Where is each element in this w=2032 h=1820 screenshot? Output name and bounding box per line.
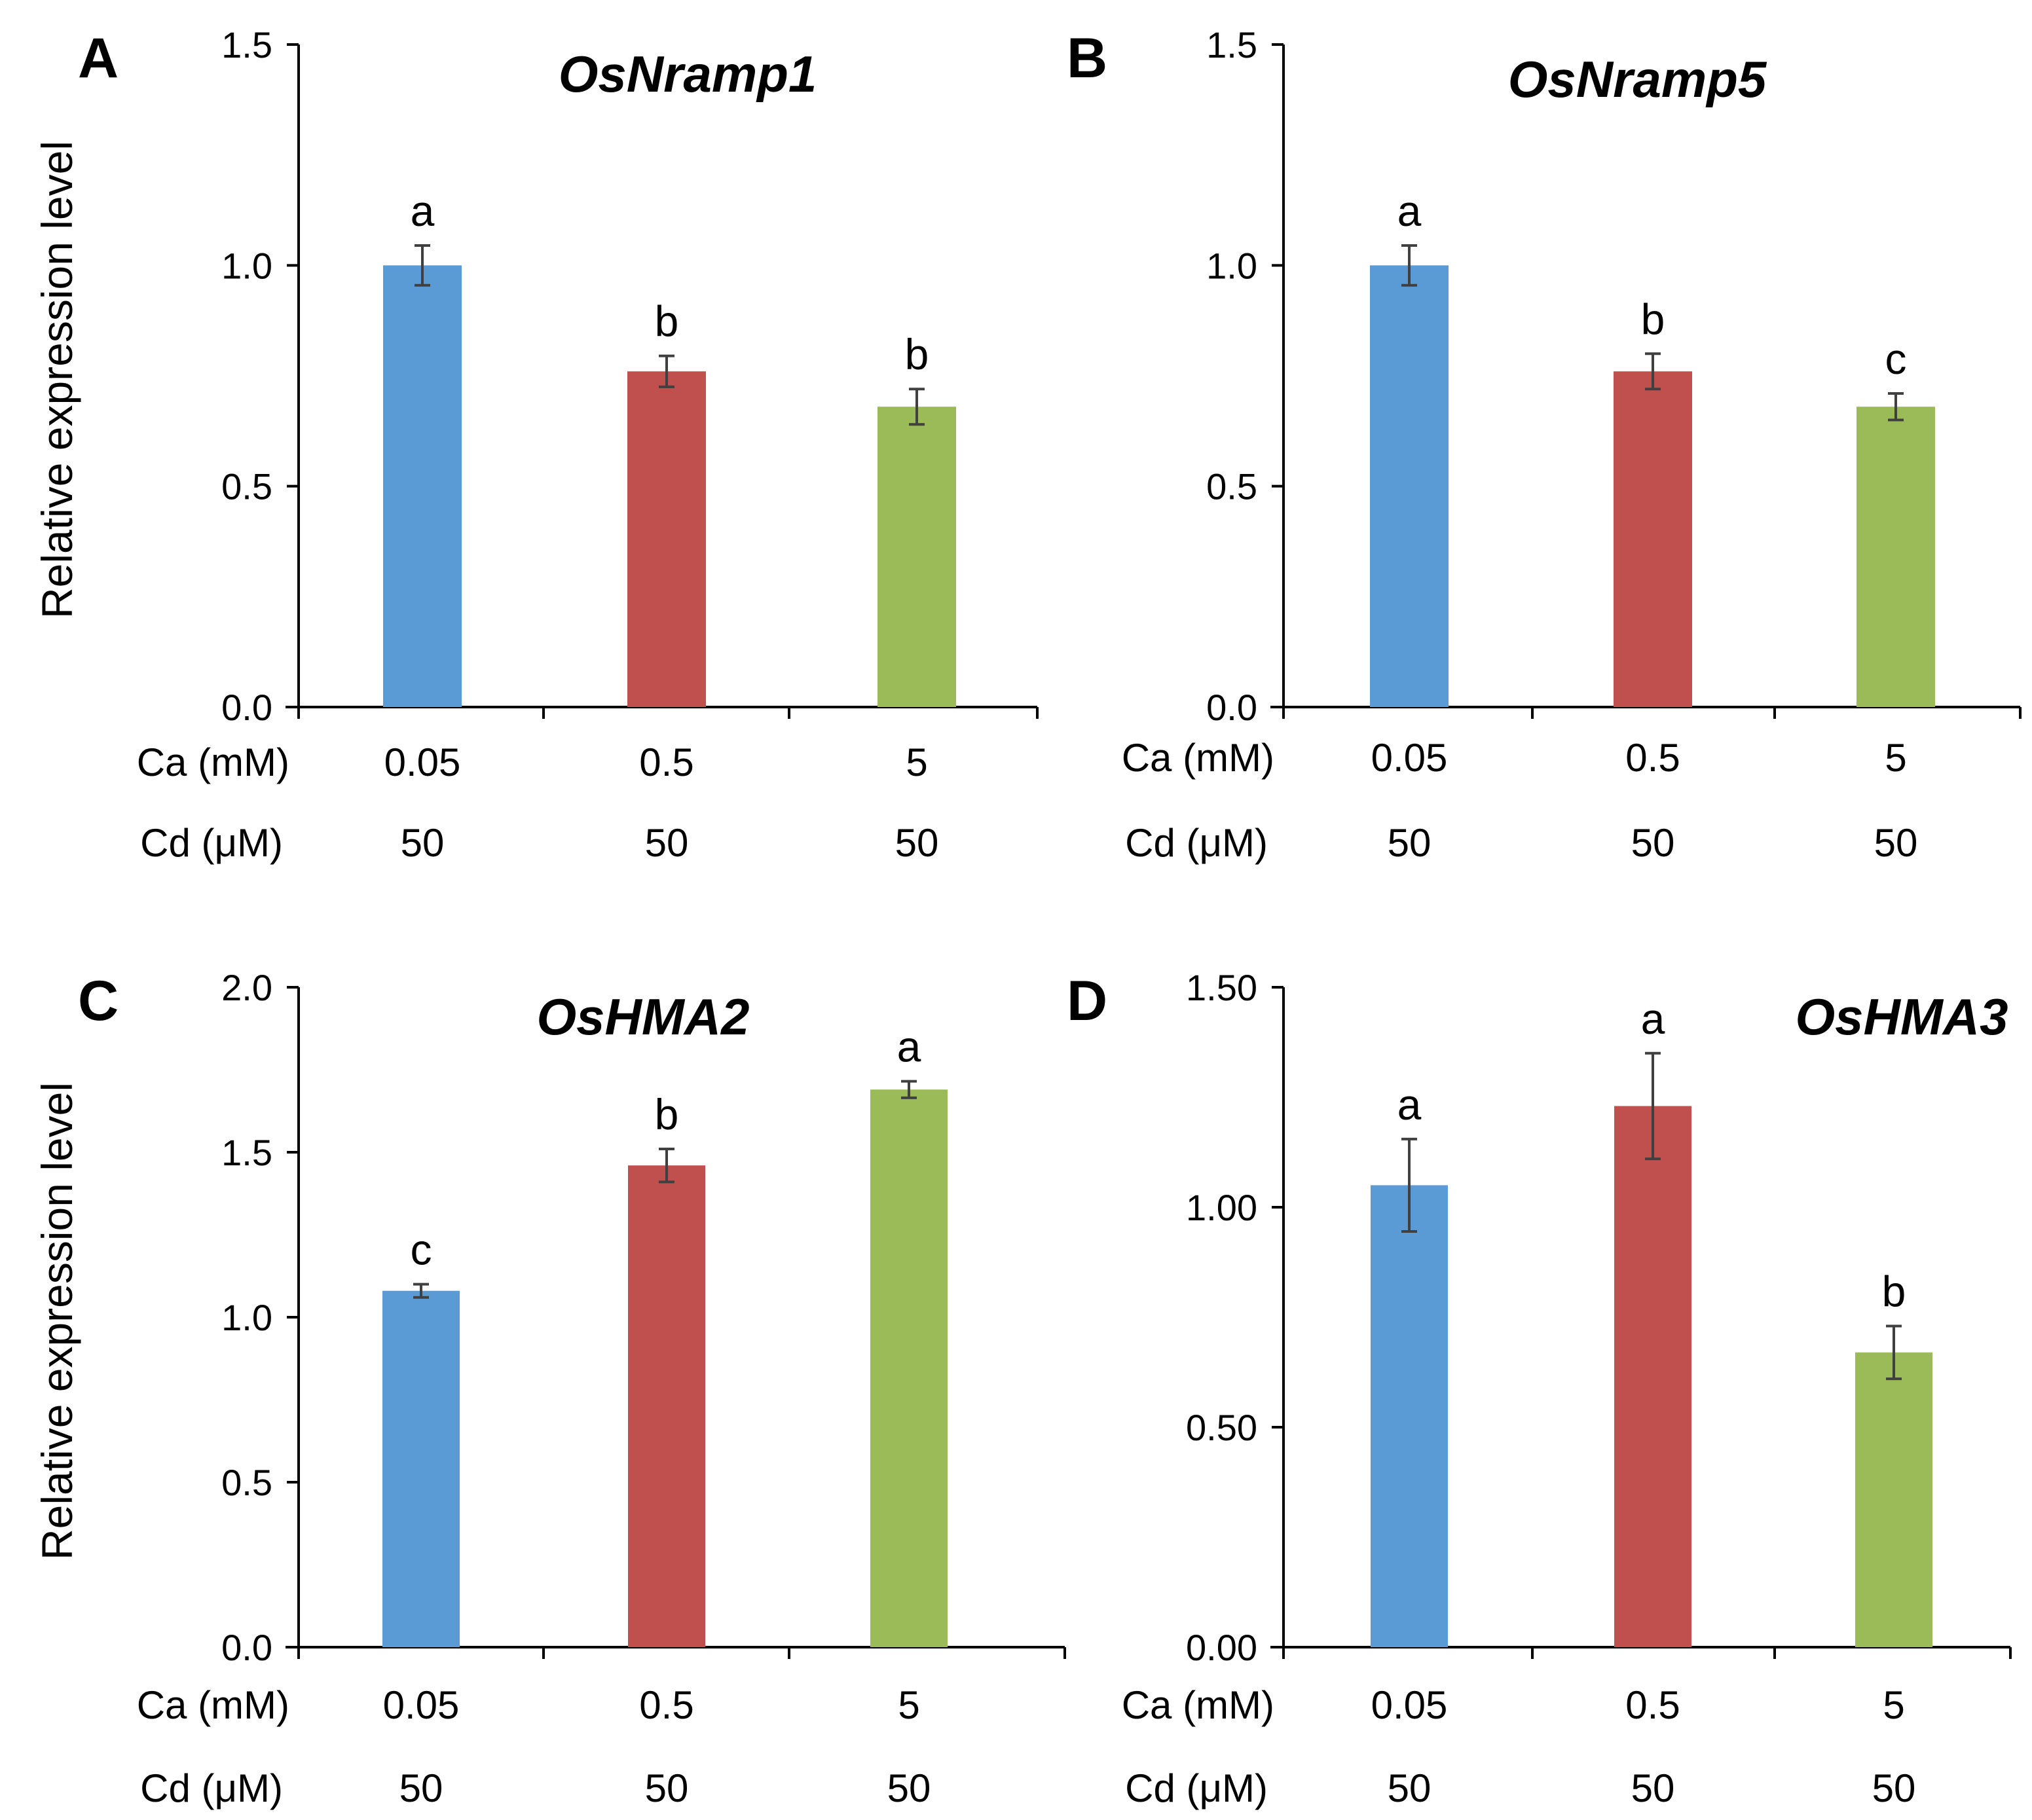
y-tick-label: 0.0 <box>221 687 272 728</box>
y-tick-label: 1.5 <box>221 24 272 65</box>
significance-letter: c <box>411 1226 432 1274</box>
ca-value: 0.5 <box>1625 736 1680 780</box>
panel-c: C OsHMA2 0.0 0.5 1.0 1.5 2.0 c b a Ca (mM) Cd (μM) 0… <box>33 967 1066 1810</box>
significance-letter: a <box>1641 994 1665 1043</box>
bar-c-2 <box>628 1165 705 1647</box>
panel-letter: D <box>1067 970 1107 1032</box>
y-tick-label: 0.50 <box>1186 1407 1257 1448</box>
ca-row-label: Ca (mM) <box>1122 1683 1274 1727</box>
y-tick-label: 0.0 <box>1206 687 1257 728</box>
ca-value: 0.05 <box>1371 736 1448 780</box>
panel-letter: B <box>1067 27 1107 90</box>
ca-value: 5 <box>898 1683 919 1727</box>
y-tick-label: 1.00 <box>1186 1187 1257 1228</box>
ca-value: 0.05 <box>384 740 461 784</box>
significance-letter: a <box>411 187 435 235</box>
ca-value: 0.5 <box>1625 1683 1680 1727</box>
cd-row-label: Cd (μM) <box>140 1766 283 1810</box>
ca-value: 0.5 <box>639 740 693 784</box>
significance-letter: c <box>1885 335 1907 383</box>
panel-letter: A <box>78 27 119 90</box>
significance-letter: b <box>1641 295 1665 343</box>
cd-value: 50 <box>1872 1766 1916 1810</box>
panel-a: A OsNramp1 0.0 0.5 1.0 1.5 a b b Ca (mM) Cd (μM) 0.… <box>33 24 1039 865</box>
y-tick-label: 0.00 <box>1186 1627 1257 1668</box>
cd-value: 50 <box>1388 821 1432 865</box>
panel-b: B OsNramp5 0.0 0.5 1.0 1.5 a b c Ca (mM) Cd (μM) 0.… <box>1067 24 2022 865</box>
significance-letter: a <box>1397 1080 1422 1129</box>
y-axis-label: Relative expression level <box>33 141 81 619</box>
cd-row-label: Cd (μM) <box>1125 1766 1268 1810</box>
bar-c-1 <box>382 1290 460 1647</box>
bar-c-3 <box>870 1089 948 1647</box>
significance-letter: b <box>905 330 929 378</box>
bar-d-3 <box>1855 1352 1932 1647</box>
y-axis-label: Relative expression level <box>33 1082 81 1560</box>
cd-value: 50 <box>399 1766 443 1810</box>
cd-value: 50 <box>1631 821 1675 865</box>
significance-letter: b <box>655 297 679 346</box>
cd-value: 50 <box>1874 821 1918 865</box>
ca-value: 0.5 <box>639 1683 693 1727</box>
y-tick-label: 0.5 <box>221 466 272 507</box>
ca-value: 0.05 <box>383 1683 460 1727</box>
cd-value: 50 <box>401 821 445 865</box>
y-tick-label: 1.0 <box>221 1297 272 1338</box>
bar-a-2 <box>627 371 706 707</box>
ca-value: 5 <box>906 740 927 784</box>
bar-a-3 <box>877 407 956 707</box>
significance-letter: b <box>655 1090 679 1138</box>
y-tick-label: 1.0 <box>1206 245 1257 286</box>
y-tick-label: 1.0 <box>221 245 272 286</box>
ca-value: 0.05 <box>1371 1683 1448 1727</box>
chart-title: OsHMA3 <box>1795 988 2008 1046</box>
chart-title: OsHMA2 <box>536 988 749 1046</box>
bar-b-3 <box>1857 407 1935 707</box>
ca-value: 5 <box>1885 736 1906 780</box>
y-tick-label: 1.5 <box>221 1132 272 1173</box>
bar-d-2 <box>1614 1106 1691 1647</box>
y-tick-label: 2.0 <box>221 967 272 1008</box>
y-tick-label: 1.50 <box>1186 967 1257 1008</box>
cd-value: 50 <box>1631 1766 1675 1810</box>
significance-letter: a <box>1397 187 1422 235</box>
bar-b-1 <box>1370 265 1449 707</box>
cd-value: 50 <box>887 1766 931 1810</box>
panel-d: D OsHMA3 0.00 0.50 1.00 1.50 a a b Ca (mM) Cd (μM)… <box>1067 967 2012 1810</box>
cd-value: 50 <box>645 1766 689 1810</box>
ca-row-label: Ca (mM) <box>137 1683 289 1727</box>
y-tick-label: 0.0 <box>221 1627 272 1668</box>
chart-title: OsNramp1 <box>559 45 817 103</box>
significance-letter: b <box>1882 1267 1906 1315</box>
panel-letter: C <box>78 970 119 1032</box>
y-tick-label: 1.5 <box>1206 24 1257 65</box>
cd-value: 50 <box>1388 1766 1432 1810</box>
chart-title: OsNramp5 <box>1508 50 1767 108</box>
cd-row-label: Cd (μM) <box>1125 821 1268 865</box>
bar-b-2 <box>1614 371 1692 707</box>
ca-value: 5 <box>1883 1683 1904 1727</box>
y-tick-label: 0.5 <box>1206 466 1257 507</box>
y-tick-label: 0.5 <box>221 1462 272 1503</box>
ca-row-label: Ca (mM) <box>137 740 289 784</box>
bar-d-1 <box>1371 1185 1448 1647</box>
ca-row-label: Ca (mM) <box>1122 736 1274 780</box>
significance-letter: a <box>897 1023 921 1071</box>
cd-value: 50 <box>645 821 689 865</box>
bar-a-1 <box>383 265 462 707</box>
cd-row-label: Cd (μM) <box>140 821 283 865</box>
cd-value: 50 <box>895 821 939 865</box>
